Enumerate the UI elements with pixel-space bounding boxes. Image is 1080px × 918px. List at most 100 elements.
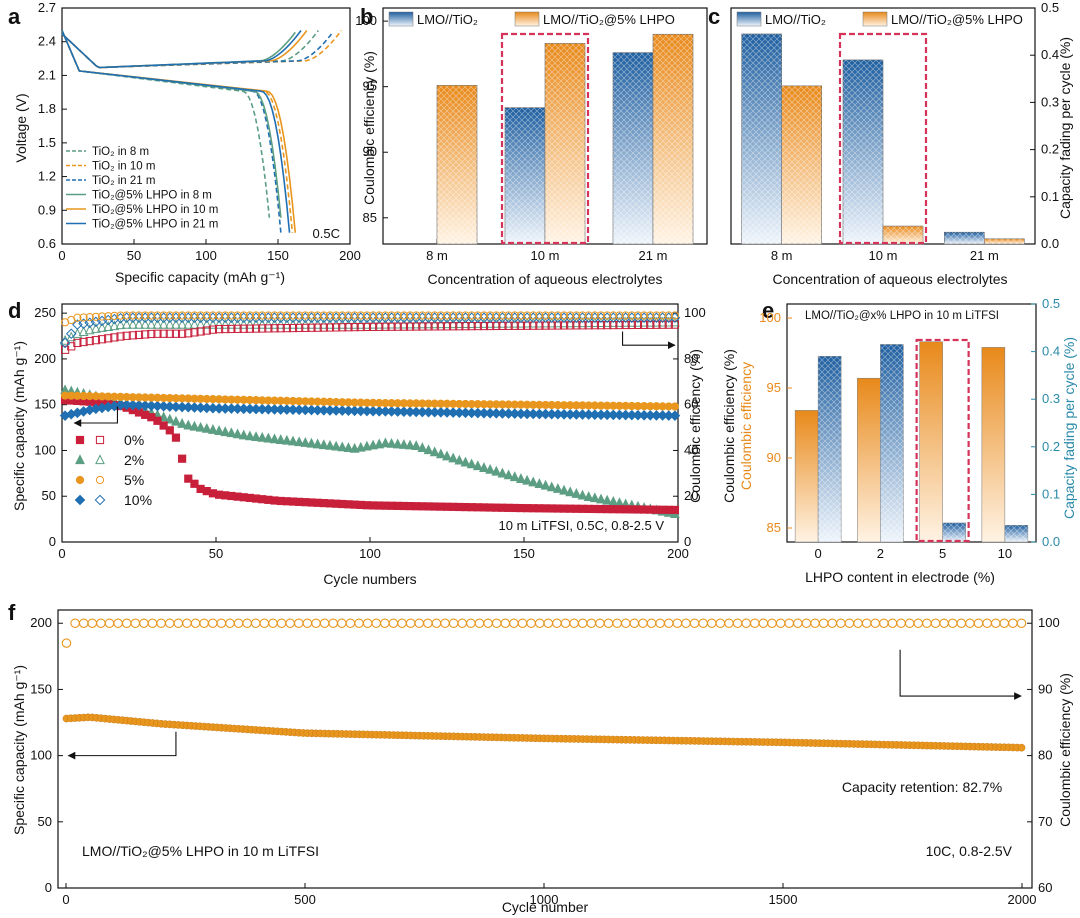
panel-f-ce-point (147, 618, 158, 628)
panel-a-legend-label: TiO₂@5% LHPO in 21 m (92, 219, 218, 231)
panel-f-ce-point (139, 618, 149, 628)
panel-f-ce-point (801, 618, 812, 628)
panel-d-ce-point-5% (264, 311, 273, 320)
panel-d-ce-point-5% (393, 311, 402, 320)
panel-d-ce-point-5% (449, 311, 458, 320)
panel-d-ce-point-0% (596, 321, 606, 330)
panel-d-ce-point-5% (362, 311, 372, 320)
panel-c-legend-label: LMO//TiO₂@5% LHPO (891, 12, 1023, 27)
panel-d-capacity-point-2% (454, 454, 465, 465)
panel-c-legend-swatch (736, 11, 762, 27)
panel-d-capacity-point-2% (232, 428, 243, 439)
panel-d-ce-point-0% (633, 320, 643, 329)
panel-d-ce-point-0% (134, 330, 144, 339)
panel-d-ce-point-5% (461, 311, 470, 320)
panel-f-ce-point (70, 618, 80, 628)
panel-d-ce-point-0% (85, 336, 94, 346)
panel-d-ce-point-2% (522, 317, 532, 328)
panel-d-capacity-point-2% (411, 440, 422, 450)
panel-d-ce-point-0% (165, 329, 174, 338)
panel-d-ce-point-2% (374, 318, 385, 329)
panel-d-ce-point-5% (134, 311, 144, 320)
panel-d-ce-point-0% (344, 323, 353, 332)
panel-f-ylabel: Specific capacity (mAh g⁻¹) (11, 665, 27, 835)
panel-d-ce-point-2% (552, 317, 563, 328)
panel-d-capacity-point-2% (380, 437, 391, 448)
panel-f-y2label: Coulombic efficiency (%) (1057, 673, 1073, 827)
panel-f-ce-point (311, 618, 321, 628)
panel-f-ce-point (173, 618, 184, 628)
panel-c-bar-hatch (781, 85, 822, 244)
panel-d-ce-point-5% (301, 311, 310, 320)
panel-f-ce-point (861, 618, 872, 628)
panel-d-ce-point-2% (97, 322, 107, 332)
panel-f-ce-point (904, 618, 915, 628)
panel-d-capacity-point-2% (331, 440, 342, 451)
panel-f-ce-point (698, 618, 708, 628)
panel-d-ce-point-5% (467, 311, 476, 320)
panel-d-capacity-point-2% (300, 437, 311, 447)
panel-f-ce-point (431, 618, 442, 628)
panel-d-ce-point-5% (214, 311, 224, 320)
panel-d-y2-tick-label: 60 (684, 397, 698, 412)
panel-e-highlight-box (915, 338, 970, 543)
panel-d-ce-point-5% (202, 311, 211, 320)
panel-f-ce-point (388, 618, 399, 628)
panel-a-y-tick-label: 2.4 (38, 34, 56, 49)
panel-d-capacity-point-2% (460, 456, 471, 467)
panel-f-ce-point (973, 618, 984, 628)
panel-d-ce-point-0% (356, 322, 365, 332)
panel-d-capacity-point-10% (669, 410, 681, 421)
panel-d-ce-point-0% (239, 324, 248, 333)
panel-a-letter: a (8, 4, 21, 29)
panel-d-ce-point-5% (455, 311, 464, 320)
panel-d-ce-point-5% (122, 311, 131, 320)
panel-f-ce-point (534, 618, 545, 628)
panel-d-ce-point-0% (338, 323, 347, 332)
panel-b-ylabel: Coulombic efficiency (%) (361, 51, 377, 205)
panel-a-ylabel: Voltage (V) (13, 93, 29, 162)
panel-b-legend-swatch (514, 11, 540, 27)
panel-f-ce-point (956, 618, 967, 628)
panel-f-y-tick-label: 100 (30, 748, 52, 763)
panel-d-ce-point-0% (381, 322, 390, 331)
panel-d-ce-point-2% (516, 317, 526, 328)
panel-d-y2-tick-label: 80 (684, 351, 698, 366)
panel-b-x-tick-label: 10 m (531, 248, 560, 263)
panel-a-legend-label: TiO₂@5% LHPO in 8 m (92, 190, 212, 202)
panel-d-legend-label: 5% (124, 472, 144, 488)
panel-a-x-tick-label: 0 (58, 248, 65, 263)
panel-f-ce-point (707, 618, 717, 628)
panel-f-ce-point (775, 618, 786, 628)
panel-f-ce-point (96, 618, 106, 628)
panel-d-ce-point-0% (233, 324, 242, 333)
panel-d-y-tick-label: 200 (34, 351, 56, 366)
panel-f-ce-point (474, 618, 485, 628)
panel-d-capacity-point-2% (466, 458, 477, 469)
panel-d-capacity-point-2% (448, 452, 459, 463)
panel-d-capacity-point-2% (589, 492, 600, 503)
panel-d-ce-point-2% (164, 318, 175, 329)
panel-d-ce-point-5% (282, 311, 291, 320)
panel-b-legend-label: LMO//TiO₂@5% LHPO (543, 12, 675, 27)
panel-d-ce-point-0% (368, 322, 378, 331)
panel-d-ce-point-2% (583, 317, 594, 328)
panel-d-ce-point-5% (307, 311, 316, 320)
panel-e-ce-bar (857, 377, 881, 543)
panel-e-y2-tick-label: 0.1 (1042, 486, 1060, 501)
panel-d-capacity-point-2% (516, 473, 526, 483)
panel-d-ce-point-10% (90, 316, 102, 328)
panel-c-x-tick-label: 10 m (869, 248, 898, 263)
panel-d-ce-point-2% (534, 317, 545, 328)
panel-d-ce-point-0% (627, 320, 636, 330)
panel-d-capacity-point-2% (177, 418, 188, 428)
panel-d-ce-point-5% (510, 311, 519, 320)
panel-d-ce-point-0% (79, 337, 88, 347)
panel-d-ce-point-5% (640, 311, 649, 320)
panel-f-ce-point (225, 618, 235, 628)
panel-d-ce-point-0% (258, 324, 267, 333)
panel-f-ce-point (1016, 618, 1027, 628)
panel-d-capacity-point-2% (263, 432, 274, 443)
panel-d-ce-point-2% (559, 317, 569, 328)
panel-d-ce-point-2% (589, 317, 600, 328)
